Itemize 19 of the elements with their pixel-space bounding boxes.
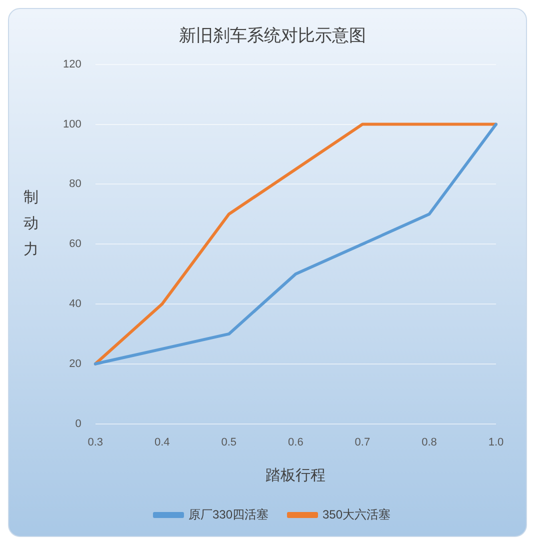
y-tick-label: 80 (69, 178, 82, 190)
legend-label: 350大六活塞 (322, 507, 391, 522)
legend-label: 原厂330四活塞 (188, 507, 269, 522)
y-tick-label: 40 (69, 298, 82, 310)
x-tick-label: 0.5 (221, 436, 237, 448)
y-tick-label: 120 (62, 58, 82, 70)
x-tick-label: 1.0 (488, 436, 504, 448)
y-tick-label: 0 (75, 418, 82, 430)
y-tick-label: 100 (62, 118, 82, 130)
chart-title: 新旧刹车系统对比示意图 (179, 26, 366, 45)
x-tick-label: 0.6 (288, 436, 304, 448)
x-tick-label: 0.7 (354, 436, 370, 448)
x-tick-label: 0.8 (422, 436, 437, 448)
x-tick-label: 0.3 (88, 436, 103, 448)
y-tick-label: 60 (69, 238, 82, 250)
x-axis-title: 踏板行程 (266, 467, 326, 484)
x-tick-label: 0.4 (154, 436, 170, 448)
y-axis-title: 制动力 (24, 189, 38, 258)
y-tick-label: 20 (69, 358, 82, 370)
